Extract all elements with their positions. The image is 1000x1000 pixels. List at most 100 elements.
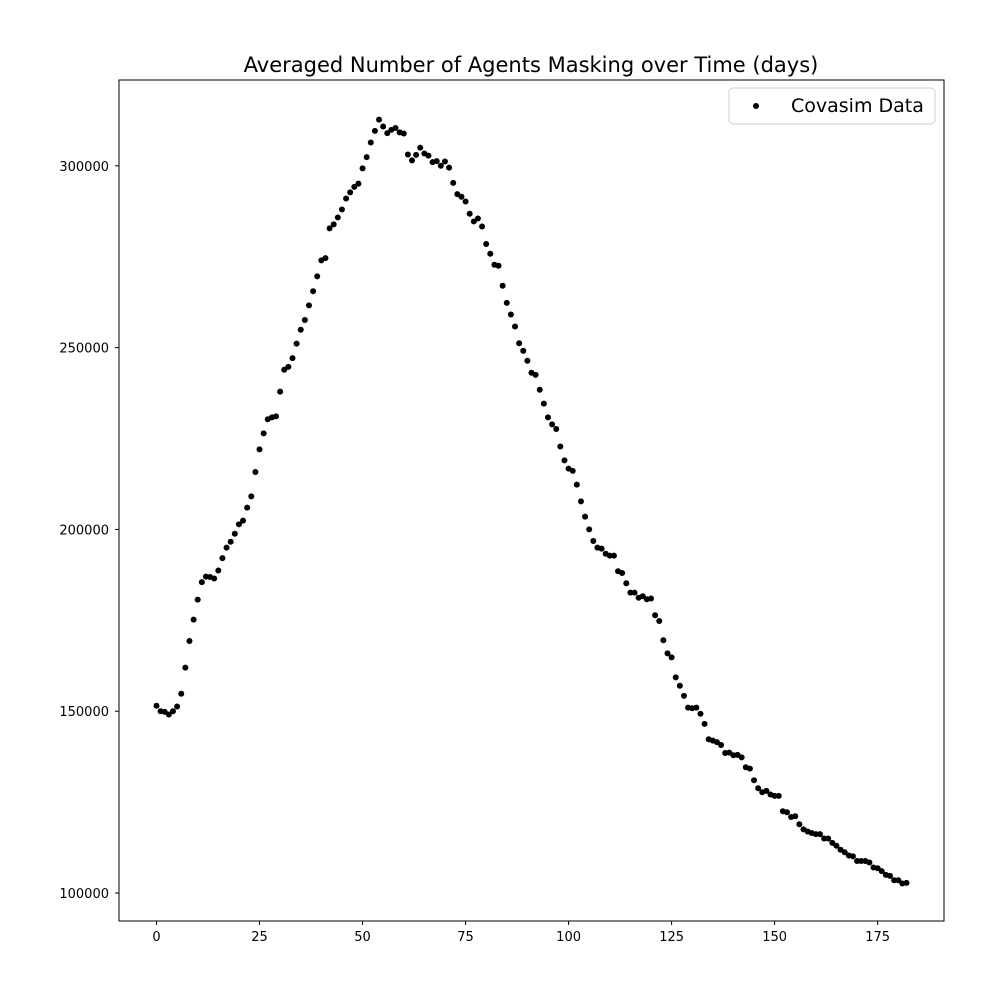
chart-title: Averaged Number of Agents Masking over T… bbox=[244, 53, 819, 77]
data-point bbox=[495, 262, 502, 269]
data-point bbox=[441, 158, 448, 165]
data-point bbox=[165, 711, 172, 718]
data-point bbox=[631, 589, 638, 596]
data-point bbox=[648, 595, 655, 602]
data-point bbox=[359, 165, 366, 172]
data-point bbox=[437, 162, 444, 169]
series-covasim-data bbox=[153, 116, 910, 887]
data-point bbox=[450, 179, 457, 186]
data-point bbox=[231, 530, 238, 537]
data-point bbox=[499, 282, 506, 289]
data-point bbox=[248, 493, 255, 500]
data-point bbox=[227, 538, 234, 545]
data-point bbox=[293, 340, 300, 347]
data-point bbox=[343, 195, 350, 202]
data-point bbox=[380, 123, 387, 130]
data-point bbox=[479, 223, 486, 230]
data-point bbox=[891, 877, 898, 884]
data-point bbox=[738, 754, 745, 761]
data-point bbox=[520, 347, 527, 354]
plot-frame bbox=[118, 79, 945, 922]
data-point bbox=[619, 570, 626, 577]
data-point bbox=[322, 255, 329, 262]
data-point bbox=[392, 124, 399, 131]
data-point bbox=[701, 720, 708, 727]
data-point bbox=[244, 504, 251, 511]
data-point bbox=[371, 127, 378, 134]
data-point bbox=[169, 708, 176, 715]
x-tick-label: 125 bbox=[659, 930, 684, 945]
x-tick-label: 150 bbox=[762, 930, 787, 945]
data-point bbox=[194, 596, 201, 603]
data-point bbox=[433, 158, 440, 165]
data-point bbox=[487, 250, 494, 257]
x-tick-label: 75 bbox=[457, 930, 474, 945]
data-point bbox=[656, 618, 663, 625]
data-point bbox=[413, 151, 420, 158]
data-point bbox=[503, 299, 510, 306]
data-point bbox=[887, 872, 894, 879]
x-tick-label: 100 bbox=[556, 930, 581, 945]
data-point bbox=[577, 498, 584, 505]
data-point bbox=[586, 526, 593, 533]
data-point bbox=[190, 616, 197, 623]
data-point bbox=[198, 579, 205, 586]
data-point bbox=[425, 152, 432, 159]
data-point bbox=[812, 831, 819, 838]
data-point bbox=[763, 787, 770, 794]
data-point bbox=[582, 513, 589, 520]
data-point bbox=[174, 703, 181, 710]
data-point bbox=[524, 357, 531, 364]
legend: Covasim Data bbox=[728, 87, 936, 125]
data-point bbox=[746, 765, 753, 772]
data-point bbox=[512, 323, 519, 330]
data-point bbox=[532, 371, 539, 378]
data-point bbox=[598, 545, 605, 552]
data-point bbox=[775, 792, 782, 799]
y-tick-label: 250000 bbox=[59, 342, 109, 357]
data-point bbox=[310, 288, 317, 295]
data-point bbox=[549, 421, 556, 428]
data-point bbox=[400, 130, 407, 137]
data-point bbox=[569, 467, 576, 474]
y-tick-label: 200000 bbox=[59, 523, 109, 538]
data-point bbox=[783, 809, 790, 816]
data-point bbox=[878, 868, 885, 875]
data-point bbox=[553, 426, 560, 433]
data-point bbox=[215, 567, 222, 574]
data-point bbox=[668, 654, 675, 661]
data-point bbox=[277, 388, 284, 395]
data-point bbox=[718, 742, 725, 749]
data-point bbox=[821, 835, 828, 842]
data-point bbox=[590, 538, 597, 545]
data-point bbox=[404, 151, 411, 158]
data-point bbox=[273, 413, 280, 420]
data-point bbox=[376, 116, 383, 123]
data-point bbox=[462, 198, 469, 205]
data-point bbox=[792, 813, 799, 820]
data-point bbox=[289, 355, 296, 362]
data-point bbox=[466, 210, 473, 217]
data-point bbox=[676, 682, 683, 689]
data-point bbox=[697, 710, 704, 717]
data-point bbox=[652, 612, 659, 619]
legend-box bbox=[728, 87, 936, 125]
data-point bbox=[355, 180, 362, 187]
data-point bbox=[866, 859, 873, 866]
data-point bbox=[314, 273, 321, 280]
data-point bbox=[153, 702, 160, 709]
data-point bbox=[367, 139, 374, 146]
data-point bbox=[474, 215, 481, 222]
data-point bbox=[351, 183, 358, 190]
data-point bbox=[751, 777, 758, 784]
data-point bbox=[458, 193, 465, 200]
data-point bbox=[186, 638, 193, 645]
data-point bbox=[557, 443, 564, 450]
data-point bbox=[285, 363, 292, 370]
data-point bbox=[693, 704, 700, 711]
data-point bbox=[825, 835, 832, 842]
data-point bbox=[816, 831, 823, 838]
data-point bbox=[252, 468, 259, 475]
data-point bbox=[182, 664, 189, 671]
data-point bbox=[755, 785, 762, 792]
